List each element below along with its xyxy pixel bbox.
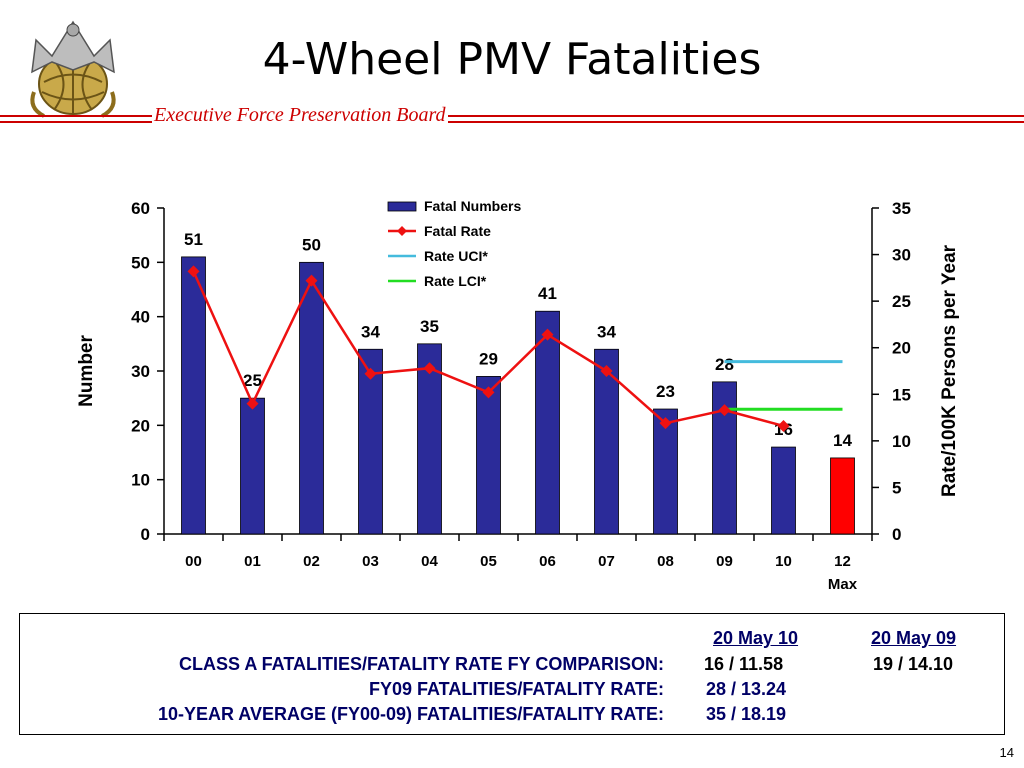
y-tick-label: 50 [131, 253, 150, 272]
row1-label: CLASS A FATALITIES/FATALITY RATE FY COMP… [179, 654, 664, 674]
row3-value1: 35 / 18.19 [706, 704, 787, 724]
rate-point [777, 419, 790, 432]
x-tick-label: 03 [362, 553, 379, 570]
col1-header: 20 May 10 [713, 628, 799, 648]
page-title: 4-Wheel PMV Fatalities [262, 34, 762, 85]
y2-tick-label: 15 [892, 385, 911, 404]
bar [240, 397, 265, 535]
rate-point [423, 362, 436, 375]
row2-label: FY09 FATALITIES/FATALITY RATE: [368, 679, 664, 699]
bar-label: 51 [184, 230, 203, 249]
x-tick-label: 05 [480, 553, 497, 570]
page-subtitle: Executive Force Preservation Board [152, 104, 448, 127]
rate-point [187, 265, 200, 278]
y2-tick-label: 20 [892, 339, 911, 358]
row1-value2: 19 / 14.10 [873, 654, 954, 674]
x-tick-label: 01 [244, 553, 261, 570]
legend-label: Fatal Rate [424, 223, 491, 239]
y-tick-label: 20 [131, 416, 150, 435]
comparison-panel: 20 May 10 20 May 09 CLASS A FATALITIES/F… [19, 613, 1005, 735]
y2-tick-label: 10 [892, 432, 911, 451]
y2-tick-label: 25 [892, 292, 911, 311]
legend-label: Fatal Numbers [424, 198, 521, 214]
emblem-icon [30, 20, 116, 118]
rate-point [246, 397, 259, 410]
legend-label: Rate UCI* [424, 248, 488, 264]
bar [535, 310, 560, 535]
row1-value1: 16 / 11.58 [704, 654, 784, 674]
bar [476, 376, 501, 535]
x-tick-label: 10 [775, 553, 792, 570]
y-tick-label: 60 [131, 199, 150, 218]
y2-tick-label: 0 [892, 525, 901, 544]
x-tick-label: 07 [598, 553, 615, 570]
rate-point [364, 367, 377, 380]
rate-point [541, 328, 554, 341]
bar-label: 34 [361, 322, 380, 341]
rate-point [659, 417, 672, 430]
bar-label: 25 [243, 371, 262, 390]
bar [830, 457, 855, 535]
x-tick-label: 08 [657, 553, 674, 570]
bar-label: 23 [656, 382, 675, 401]
y-tick-label: 10 [131, 471, 150, 490]
bar-label: 50 [302, 235, 321, 254]
col2-header: 20 May 09 [871, 628, 957, 648]
rate-point [305, 274, 318, 287]
x-tick-label: 06 [539, 553, 556, 570]
y-tick-label: 40 [131, 308, 150, 327]
bar [299, 261, 324, 535]
row3-label: 10-YEAR AVERAGE (FY00-09) FATALITIES/FAT… [157, 704, 664, 724]
legend-label: Rate LCI* [424, 273, 487, 289]
x-tick-label: 04 [421, 553, 438, 570]
y2-axis-title: Rate/100K Persons per Year [939, 244, 960, 497]
bar [358, 348, 383, 535]
bar [653, 408, 678, 535]
bar-label: 14 [833, 431, 852, 450]
bar-label: 41 [538, 284, 557, 303]
y-axis-title: Number [76, 335, 97, 407]
bar-label: 35 [420, 317, 439, 336]
bar-label: 34 [597, 322, 616, 341]
bar [417, 343, 442, 535]
x-tick-label: 00 [185, 553, 202, 570]
x-tick-label: 02 [303, 553, 320, 570]
y-tick-label: 30 [131, 362, 150, 381]
bar [771, 446, 796, 535]
title-rule-upper [0, 115, 1024, 117]
rate-point [600, 365, 613, 377]
y2-tick-label: 5 [892, 478, 901, 497]
bar-label: 28 [715, 355, 734, 374]
rate-point [718, 404, 731, 417]
bar [181, 256, 206, 535]
page-number: 14 [999, 745, 1014, 760]
x-tick-label: 09 [716, 553, 733, 570]
bar [594, 348, 619, 535]
y2-tick-label: 35 [892, 199, 911, 218]
row2-value1: 28 / 13.24 [706, 679, 787, 699]
bar-label: 29 [479, 349, 498, 368]
legend-swatch-bar [387, 201, 417, 212]
y2-tick-label: 30 [892, 246, 911, 265]
rate-point [482, 386, 495, 399]
legend-swatch-marker [397, 226, 407, 236]
y-tick-label: 0 [141, 525, 150, 544]
x-tick-sublabel: Max [828, 576, 858, 593]
title-rule-lower [0, 121, 1024, 123]
x-tick-label: 12 [834, 553, 851, 570]
